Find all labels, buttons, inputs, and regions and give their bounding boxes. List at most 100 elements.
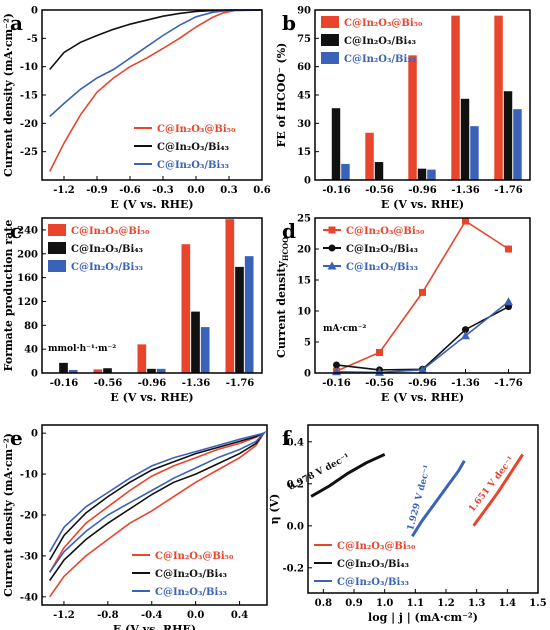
panel-d: 0 5 10 15 20 25 -0.16 -0.56 -0.96 -1.36 -1.76 E (V … — [275, 214, 531, 404]
panel-letter: f — [282, 426, 292, 450]
y-tick-label: -10 — [20, 470, 38, 481]
x-tick-label: -0.4 — [141, 610, 163, 621]
marker-2-3 — [461, 331, 470, 340]
y-tick-label: -40 — [20, 592, 38, 603]
panel-b: 0 15 30 45 60 75 90 -0.16 -0.56 -0.96 -1.36 -1.76 E … — [275, 6, 531, 211]
x-tick-label: -1.76 — [226, 378, 255, 389]
marker-1-0 — [333, 361, 340, 369]
y-tick-label: 45 — [297, 91, 311, 102]
y-tick-label: 20 — [297, 245, 311, 256]
legend-swatch-1 — [48, 242, 66, 254]
y-tick-label: 0 — [304, 176, 311, 187]
panel-a: 0 -5 -10 -15 -20 -25 -1.2 -0.9 -0.6 -0.3 0.0 0.3 0.6… — [2, 6, 271, 212]
bar-1-4 — [235, 266, 244, 373]
x-tick-label: -0.6 — [119, 185, 141, 196]
plot-frame — [41, 424, 268, 606]
slope-annotation-1: 1.929 V dec⁻¹ — [406, 464, 433, 532]
y-tick-label: 75 — [297, 34, 311, 45]
y-tick-label: 40 — [24, 345, 38, 356]
unit-note: mmol·h⁻¹·m⁻² — [48, 344, 116, 354]
x-tick-label: -0.3 — [152, 185, 174, 196]
legend-marker-1 — [328, 244, 336, 252]
x-tick-label: 1.4 — [499, 598, 516, 609]
bar-1-3 — [191, 311, 200, 373]
marker-2-4 — [504, 297, 513, 306]
x-axis-label: E (V vs. RHE) — [110, 391, 193, 404]
x-tick-label: -1.36 — [182, 378, 211, 389]
x-tick-label: -0.96 — [408, 378, 437, 389]
bar-0-3 — [181, 244, 191, 373]
legend-label-0: C@In₂O₃@Bi₅₀ — [337, 541, 416, 552]
x-tick-label: -0.56 — [94, 378, 123, 389]
series-line-2 — [336, 301, 509, 374]
panel-f: 0.4 0.2 0.0 -0.2 0.8 0.9 1.0 1.1 1.2 1.3 1.4 1.5 log… — [268, 424, 547, 624]
y-tick-label: 5 — [304, 338, 311, 349]
bar-0-4 — [494, 15, 503, 180]
y-tick-label: -30 — [20, 551, 38, 562]
panel-c: 0 40 80 120 160 200 240 -0.16 -0.56 -0.96 -1.36 -1.… — [2, 217, 263, 404]
y-tick-label: 80 — [24, 321, 38, 332]
bar-2-3 — [470, 126, 479, 180]
legend-label-1: C@In₂O₃/Bi₄₃ — [337, 559, 409, 570]
x-tick-label: 1.2 — [437, 598, 454, 609]
y-tick-label: 0.2 — [287, 479, 304, 490]
bar-1-0 — [331, 108, 341, 180]
x-tick-label: 0.4 — [231, 610, 248, 621]
legend-swatch-2 — [321, 52, 339, 64]
y-axis-label: Current densityHCOO⁻ — [275, 233, 290, 358]
bar-1-4 — [503, 91, 513, 180]
legend-label-2: C@In₂O₃/Bi₃₃ — [71, 262, 143, 273]
legend-label-2: C@In₂O₃/Bi₃₃ — [346, 262, 418, 273]
y-tick-label: 200 — [17, 249, 38, 260]
marker-1-3 — [462, 326, 469, 334]
bar-0-2 — [137, 344, 147, 373]
y-tick-label: 0 — [304, 369, 311, 380]
marker-0-1 — [376, 349, 383, 357]
x-tick-label: 0.9 — [345, 598, 362, 609]
legend-label-2: C@In₂O₃/Bi₃₃ — [337, 577, 409, 588]
legend-swatch-1 — [321, 34, 339, 46]
x-tick-label: 0.0 — [187, 185, 204, 196]
y-tick-label: -20 — [20, 119, 38, 130]
y-tick-label: 90 — [297, 6, 311, 17]
series-line-1 — [310, 453, 386, 498]
x-axis-label: E (V vs. RHE) — [381, 391, 464, 404]
bar-0-2 — [408, 55, 417, 181]
panel-letter: a — [10, 11, 23, 35]
x-tick-label: -0.16 — [322, 185, 351, 196]
y-tick-label: 160 — [17, 273, 38, 284]
legend-label-0: C@In₂O₃@Bi₅₀ — [157, 124, 236, 135]
x-tick-label: 0.3 — [220, 185, 237, 196]
legend-marker-0 — [328, 226, 336, 234]
unit-note: mA·cm⁻² — [323, 324, 366, 334]
y-tick-label: 60 — [297, 62, 311, 73]
legend-swatch-0 — [48, 224, 66, 236]
series-line-2 — [49, 9, 263, 118]
x-tick-label: -0.96 — [408, 185, 437, 196]
legend-label-1: C@In₂O₃/Bi₄₃ — [344, 36, 416, 47]
legend-label-0: C@In₂O₃@Bi₅₀ — [155, 551, 234, 562]
legend-label-0: C@In₂O₃@Bi₅₀ — [346, 226, 425, 237]
y-tick-label: 0 — [31, 6, 38, 17]
legend-label-1: C@In₂O₃/Bi₄₃ — [157, 142, 229, 153]
y-tick-label: 15 — [297, 147, 311, 158]
y-axis-label: Formate production rate — [2, 220, 15, 372]
legend-label-1: C@In₂O₃/Bi₄₃ — [155, 569, 227, 580]
x-tick-label: -0.96 — [138, 378, 167, 389]
y-axis-label-sub: HCOO⁻ — [281, 233, 290, 261]
x-tick-label: -1.36 — [451, 185, 480, 196]
x-tick-label: -1.36 — [451, 378, 480, 389]
legend-label-0: C@In₂O₃@Bi₅₀ — [71, 226, 150, 237]
x-tick-label: 1.3 — [468, 598, 485, 609]
bar-2-0 — [341, 163, 350, 180]
y-tick-label: -0.2 — [282, 563, 304, 574]
bar-0-4 — [225, 219, 235, 373]
y-tick-label: -5 — [27, 34, 38, 45]
bar-2-4 — [513, 109, 522, 180]
x-tick-label: -0.56 — [365, 185, 394, 196]
y-tick-label: -25 — [20, 147, 38, 158]
bar-1-3 — [460, 98, 470, 180]
series-line-0 — [472, 453, 524, 527]
x-tick-label: 0.8 — [315, 598, 332, 609]
